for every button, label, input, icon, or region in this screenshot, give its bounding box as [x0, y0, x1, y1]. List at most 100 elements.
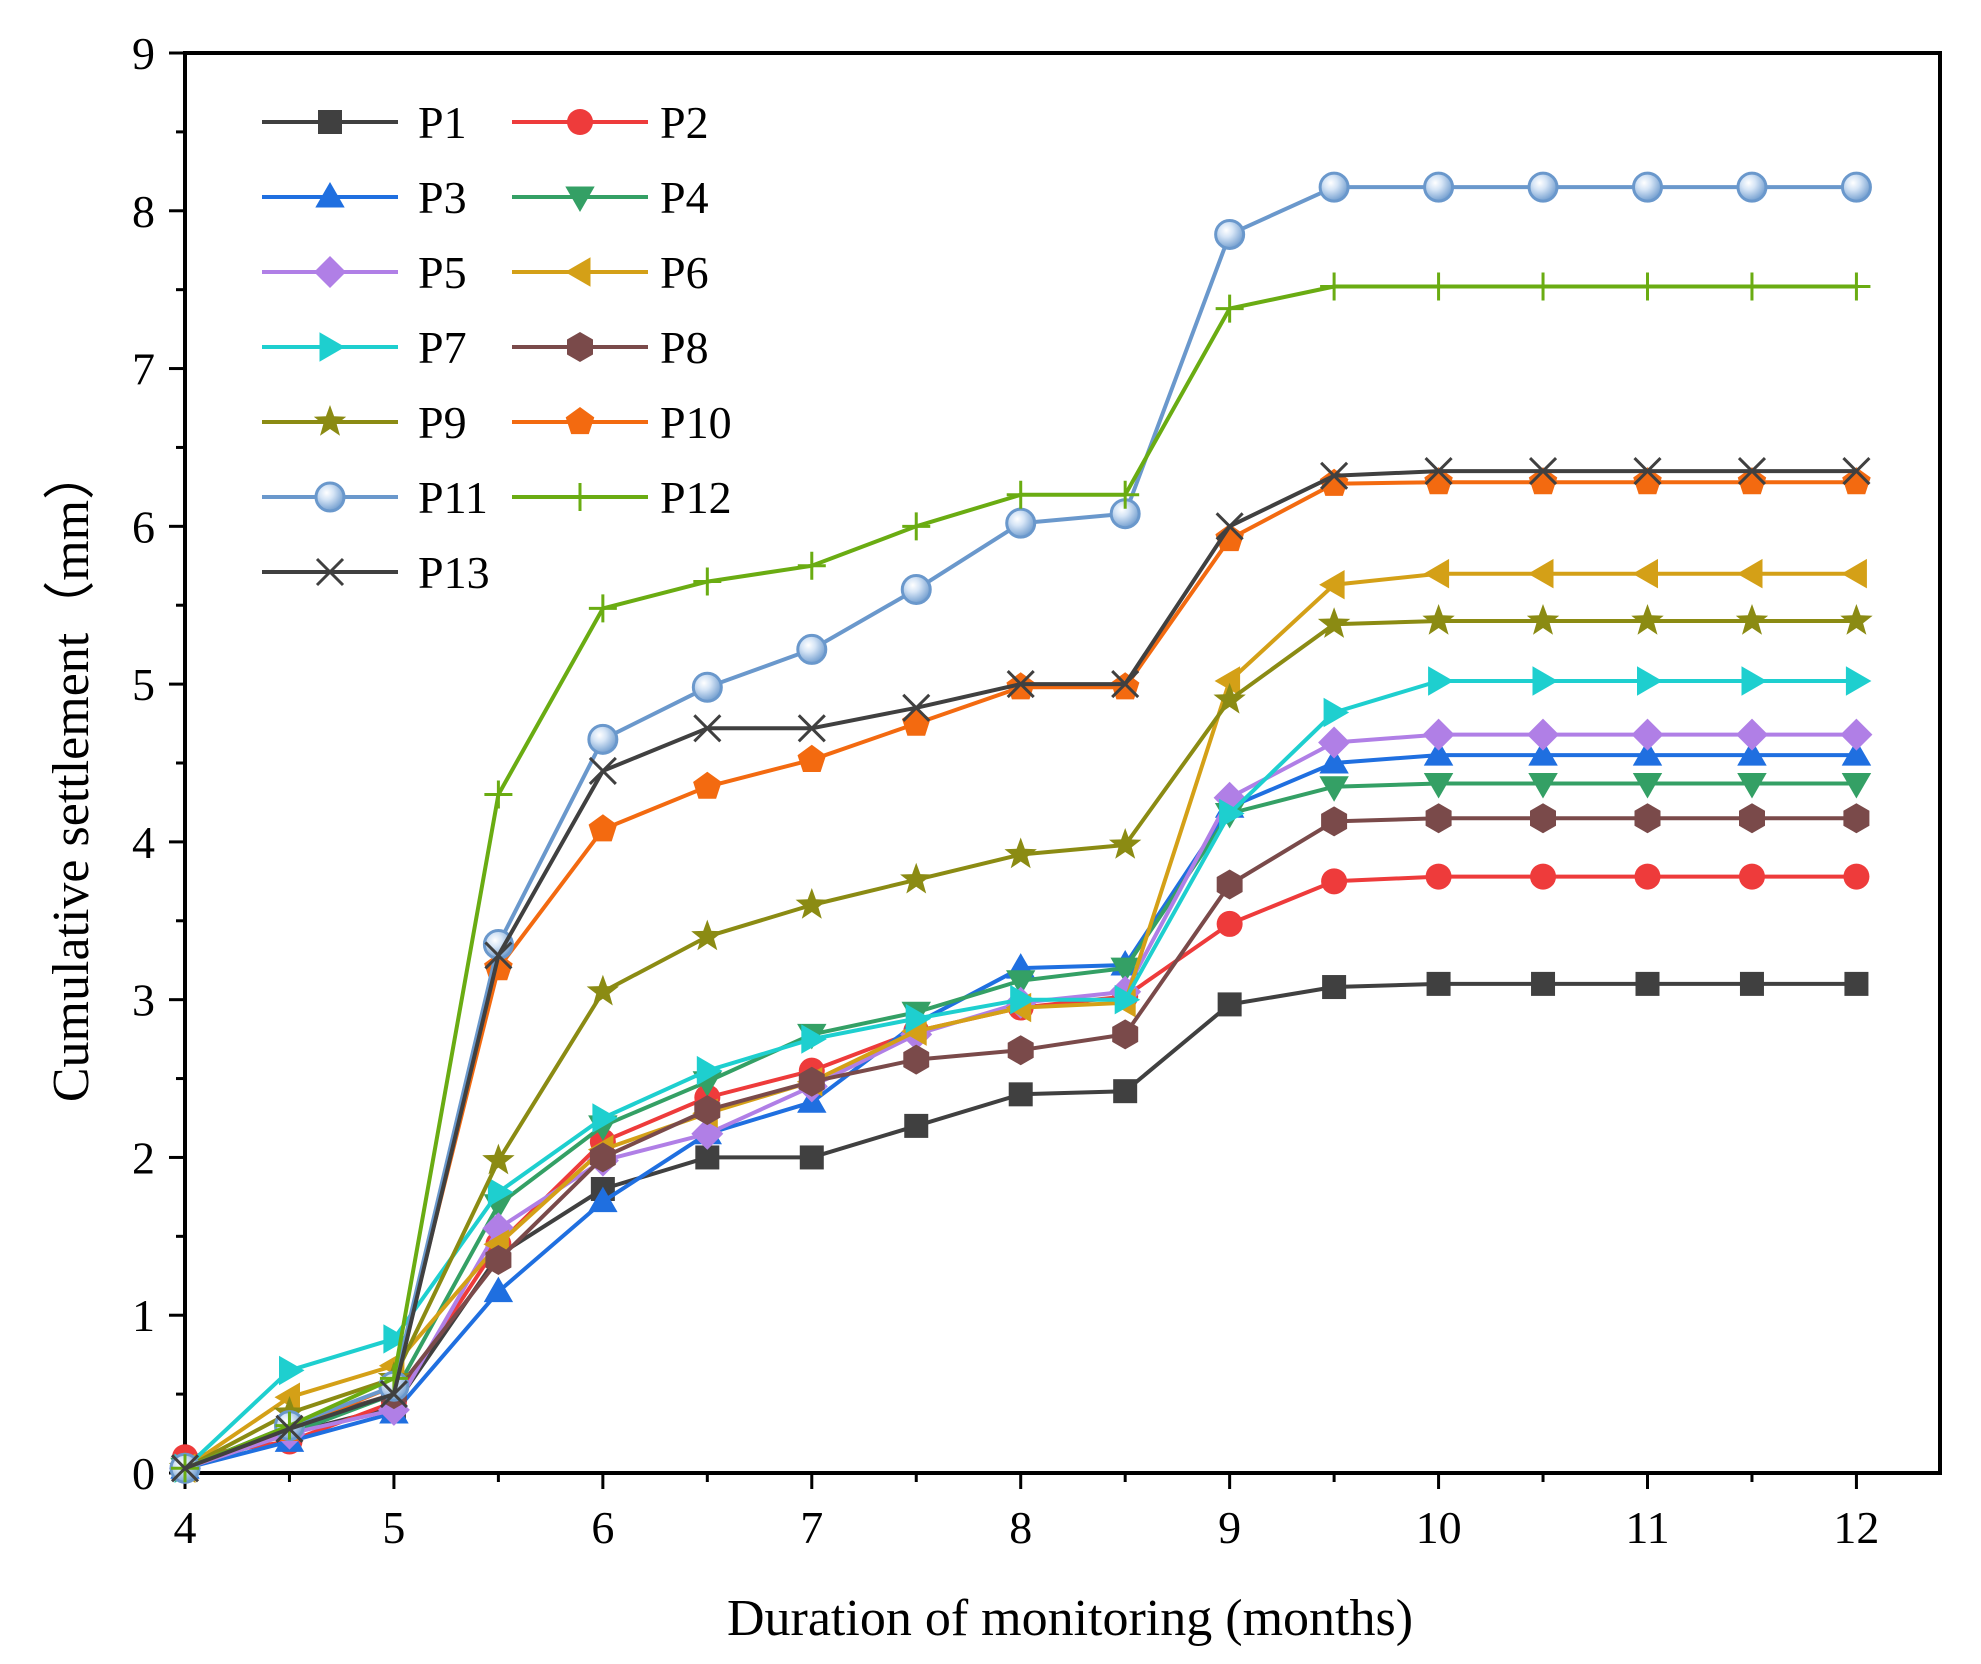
data-point-P13: [379, 1380, 408, 1409]
data-point-P10: [1633, 467, 1662, 495]
data-point-P2: [1530, 863, 1557, 890]
x-tick-label: 11: [1625, 1502, 1669, 1553]
legend-label: P10: [660, 397, 732, 448]
legend-marker: [314, 481, 346, 513]
legend-entry-P5: P5: [262, 247, 467, 298]
data-point-P4: [1737, 773, 1767, 799]
data-point-P9: [586, 974, 619, 1006]
data-point-P13: [1215, 512, 1244, 541]
data-point-P7: [1637, 666, 1663, 696]
legend-marker: [565, 257, 591, 287]
data-point-P10: [902, 708, 931, 736]
data-point-P3: [483, 1276, 514, 1303]
data-point-P10: [1842, 467, 1871, 495]
y-tick-label: 1: [132, 1290, 155, 1341]
data-point-P5: [1318, 726, 1351, 759]
legend-label: P13: [418, 547, 490, 598]
series-line-P7: [183, 679, 1857, 1470]
data-point-P6: [274, 1382, 300, 1412]
data-point-P12: [588, 594, 617, 623]
data-point-P8: [1739, 803, 1765, 834]
data-point-P4: [1006, 970, 1036, 996]
legend-label: P5: [418, 247, 467, 298]
data-point-P4: [1110, 957, 1140, 984]
data-point-P11: [587, 723, 619, 755]
data-point-P12: [1424, 272, 1453, 301]
y-tick-label: 9: [132, 28, 155, 79]
data-point-P5: [1422, 718, 1455, 751]
data-point-P13: [1424, 457, 1453, 486]
legend-entry-P8: P8: [512, 322, 709, 373]
x-tick-label: 9: [1218, 1502, 1241, 1553]
legend-entry-P10: P10: [512, 397, 732, 448]
data-point-P1: [904, 1113, 929, 1138]
legend-label: P12: [660, 472, 732, 523]
data-point-P8: [1321, 806, 1348, 837]
x-tick-label: 4: [174, 1502, 197, 1553]
series-P12: [171, 272, 1871, 1483]
data-point-P11: [900, 573, 932, 605]
data-point-P1: [1531, 971, 1556, 996]
data-point-P11: [796, 633, 828, 665]
legend-entry-P1: P1: [262, 97, 467, 148]
data-point-P10: [797, 744, 827, 772]
data-point-P8: [694, 1095, 721, 1126]
data-point-P8: [1216, 869, 1243, 900]
data-point-P12: [1737, 272, 1766, 301]
data-point-P1: [1217, 992, 1242, 1017]
series-P7: [174, 666, 1872, 1483]
data-point-P12: [693, 567, 722, 596]
data-point-P1: [1113, 1079, 1138, 1104]
data-point-P9: [1317, 607, 1351, 638]
data-point-P13: [1111, 670, 1140, 699]
data-point-P9: [900, 862, 933, 894]
data-point-P9: [795, 888, 828, 919]
data-point-P7: [1428, 666, 1454, 696]
data-point-P4: [1841, 773, 1872, 799]
data-point-P10: [1424, 467, 1453, 495]
legend-entry-P4: P4: [512, 172, 709, 223]
data-point-P5: [1840, 718, 1873, 751]
series-line-P11: [184, 185, 1857, 1471]
data-point-P1: [1008, 1082, 1033, 1107]
data-point-P8: [903, 1044, 930, 1075]
data-point-P3: [1632, 740, 1663, 766]
legend-entry-P3: P3: [262, 172, 467, 223]
data-point-P5: [482, 1212, 515, 1245]
series-P11: [169, 171, 1872, 1484]
data-point-P8: [798, 1066, 825, 1097]
data-point-P7: [1219, 798, 1245, 829]
data-point-P13: [797, 714, 826, 743]
y-tick-label: 3: [132, 975, 155, 1026]
legend-label: P11: [418, 472, 488, 523]
data-point-P2: [1216, 910, 1243, 937]
data-point-P8: [1530, 803, 1556, 834]
y-tick-label: 5: [132, 659, 155, 710]
data-point-P7: [1010, 984, 1036, 1015]
legend-marker: [566, 483, 594, 511]
data-point-P7: [592, 1103, 618, 1133]
legend-label: P6: [660, 247, 709, 298]
data-point-P12: [1006, 480, 1035, 509]
x-tick-label: 10: [1416, 1502, 1462, 1553]
data-point-P4: [1528, 773, 1558, 799]
data-point-P1: [1635, 971, 1660, 996]
legend-label: P7: [418, 322, 467, 373]
data-point-P10: [1737, 467, 1767, 495]
data-point-P6: [1319, 570, 1345, 600]
legend-entry-P11: P11: [262, 472, 488, 523]
data-point-P13: [275, 1414, 304, 1443]
data-point-P6: [1632, 558, 1658, 589]
data-point-P9: [1004, 837, 1037, 869]
legend-marker: [315, 182, 345, 208]
data-point-P4: [1423, 773, 1454, 799]
data-point-P6: [1214, 666, 1241, 696]
data-point-P7: [1741, 666, 1767, 696]
data-point-P5: [1736, 718, 1768, 751]
y-tick-label: 2: [132, 1132, 155, 1183]
data-point-P11: [1214, 218, 1246, 250]
data-point-P9: [1213, 682, 1246, 714]
data-point-P1: [1739, 971, 1764, 996]
data-point-P1: [799, 1145, 824, 1170]
